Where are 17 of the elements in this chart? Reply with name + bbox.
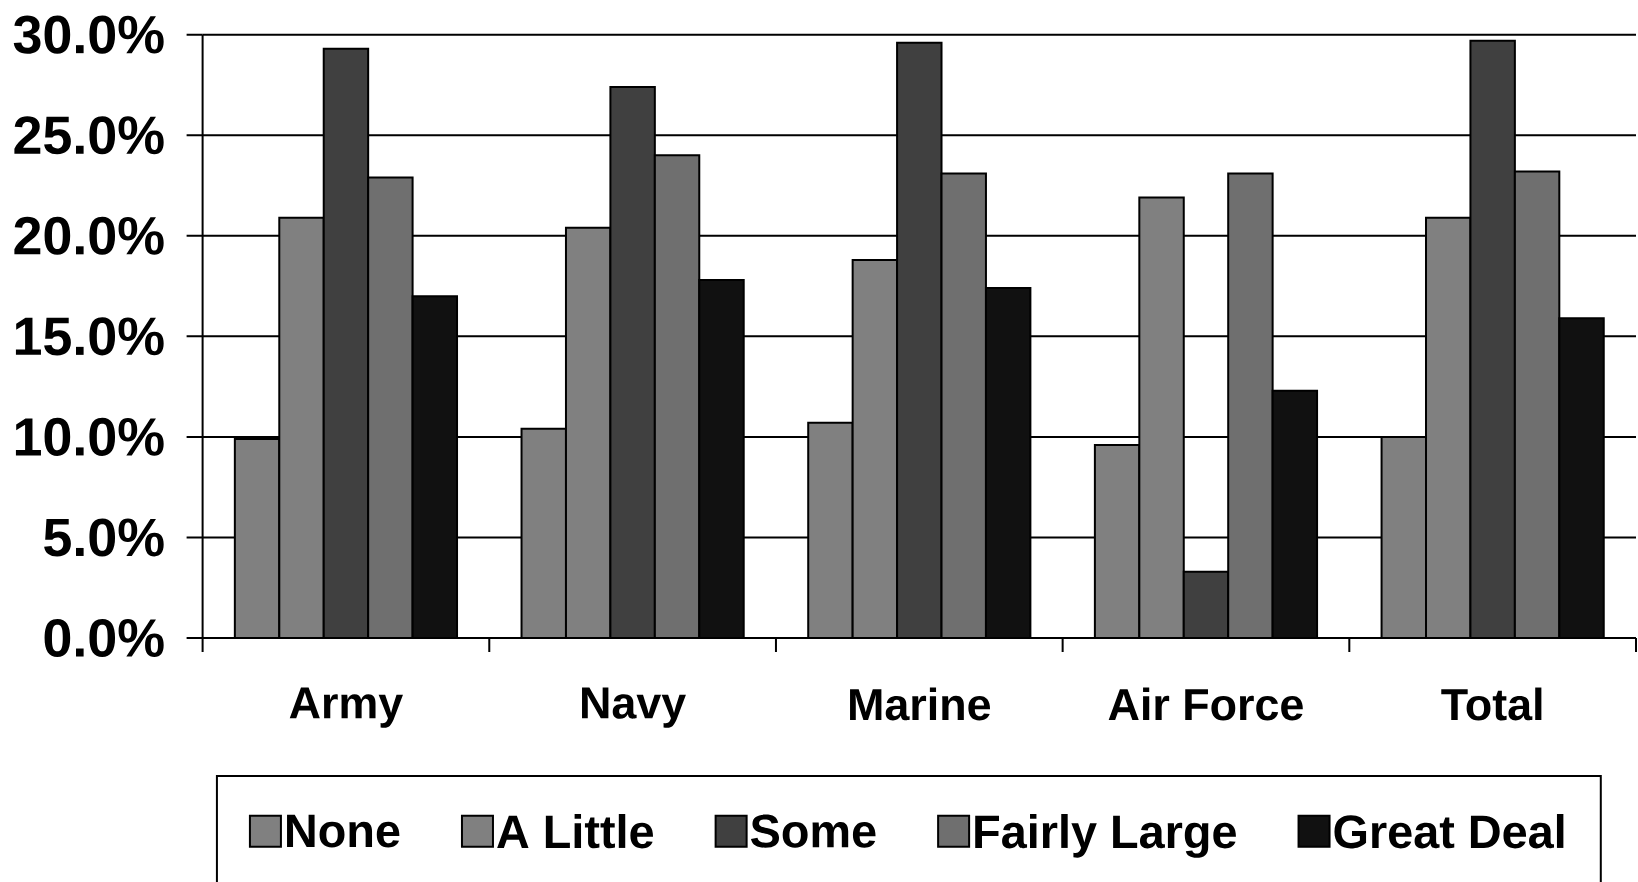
legend-label: A Little [497, 813, 653, 849]
legend-label: Fairly Large [975, 813, 1236, 858]
y-tick-label: 20.0% [14, 216, 164, 255]
x-tick-label: Marine [850, 687, 991, 721]
x-tick-label: Army [289, 687, 403, 728]
y-tick-label: 5.0% [44, 518, 164, 557]
y-tick-label: 0.0% [44, 618, 164, 658]
x-tick-label: Navy [582, 687, 686, 728]
legend-label: Some [750, 814, 876, 848]
y-tick-label: 15.0% [15, 317, 164, 356]
y-tick-label: 25.0% [14, 116, 164, 155]
legend-label: None [287, 814, 400, 848]
y-tick-label: 30.0% [13, 15, 164, 54]
legend-label: Great Deal [1334, 813, 1564, 849]
y-tick-label: 10.0% [15, 417, 164, 456]
x-tick-label: Total [1441, 687, 1542, 721]
x-tick-label: Air Force [1108, 687, 1303, 721]
